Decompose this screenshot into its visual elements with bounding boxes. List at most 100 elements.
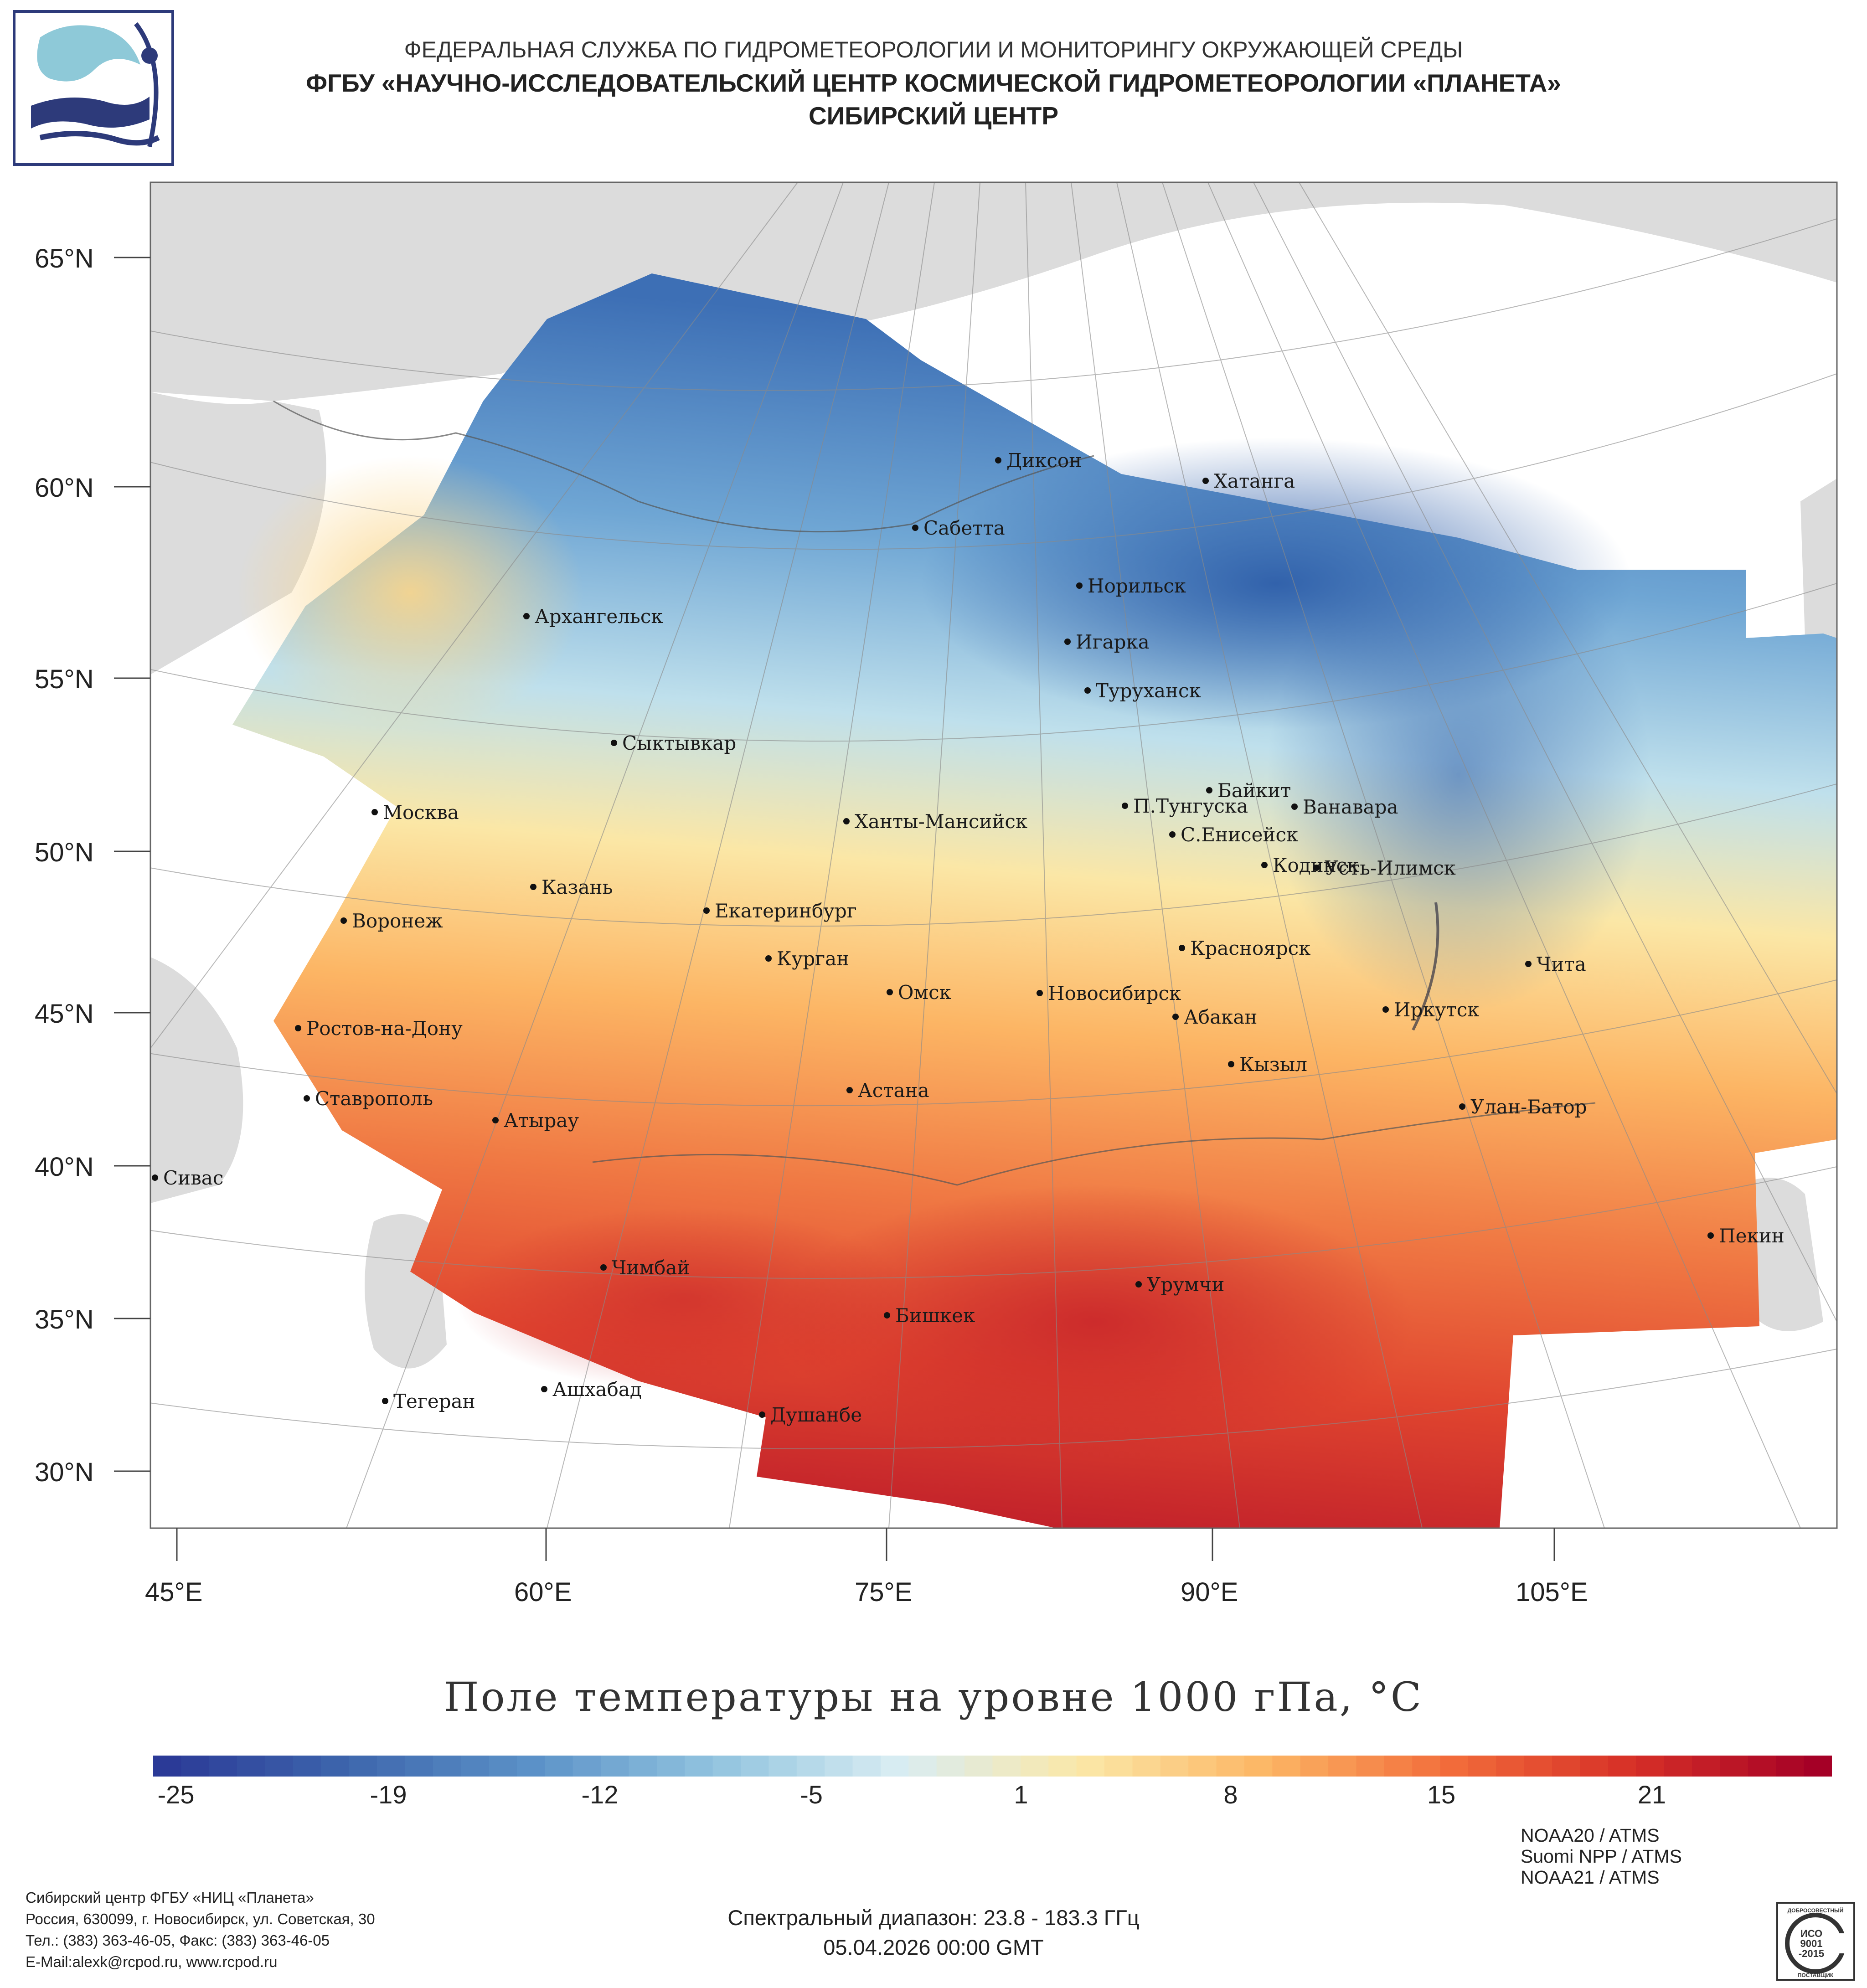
city-dot [541, 1386, 547, 1392]
city-label: Ванавара [1303, 796, 1398, 818]
city-label: Екатеринбург [715, 900, 857, 922]
city-label: Бишкек [895, 1304, 975, 1327]
colorbar-cell [1776, 1756, 1805, 1777]
city-label: Ставрополь [315, 1087, 433, 1110]
colorbar-cell [629, 1756, 657, 1777]
city-label: Байкит [1217, 779, 1291, 802]
city-label: Норильск [1088, 575, 1186, 597]
colorbar-cell [601, 1756, 629, 1777]
satellite-2: Suomi NPP / ATMS [1521, 1846, 1682, 1867]
city-label: Сыктывкар [622, 732, 736, 754]
lon-label-90: 90°E [1181, 1577, 1238, 1607]
city-label: Пекин [1719, 1225, 1784, 1247]
colorbar-cell [461, 1756, 490, 1777]
city-dot [304, 1095, 310, 1102]
city-label: Курган [777, 948, 849, 970]
city-dot [340, 917, 347, 924]
city-dot [1172, 1014, 1179, 1020]
colorbar-tick: -19 [370, 1780, 407, 1809]
product-title: Поле температуры на уровне 1000 гПа, °С [444, 1674, 1423, 1720]
colorbar-tick: 1 [1014, 1780, 1028, 1809]
city-label: Диксон [1006, 449, 1082, 472]
city-markers: Диксон Хатанга Сабетта Норильск Игарка Арханг… [152, 449, 1784, 1426]
city-dot [759, 1411, 765, 1418]
colorbar-cell [741, 1756, 769, 1777]
satellite-1: NOAA20 / ATMS [1521, 1825, 1660, 1846]
svg-text:ДОБРОСОВЕСТНЫЙ: ДОБРОСОВЕСТНЫЙ [1788, 1907, 1844, 1914]
city-label: Москва [383, 801, 459, 824]
colorbar-cell [880, 1756, 909, 1777]
colorbar-cell [1328, 1756, 1357, 1777]
city-label: Астана [858, 1079, 929, 1102]
city-label: Сивас [163, 1167, 223, 1189]
colorbar-cell [293, 1756, 321, 1777]
colorbar-cell [656, 1756, 685, 1777]
header-line-1: ФЕДЕРАЛЬНАЯ СЛУЖБА ПО ГИДРОМЕТЕОРОЛОГИИ … [404, 37, 1463, 62]
colorbar-cell [433, 1756, 461, 1777]
planeta-logo [13, 10, 174, 166]
spectral-range: Спектральный диапазон: 23.8 - 183.3 ГГц [727, 1906, 1140, 1930]
colorbar-cell [1664, 1756, 1692, 1777]
colorbar-cell [1468, 1756, 1496, 1777]
city-dot [912, 525, 918, 531]
svg-text:ИСО: ИСО [1800, 1928, 1822, 1939]
city-label: Казань [542, 876, 613, 898]
lat-label-55: 55°N [35, 664, 94, 694]
colorbar-cell [349, 1756, 377, 1777]
city-dot [1122, 803, 1128, 809]
city-label: С.Енисейск [1181, 824, 1298, 846]
city-dot [1525, 961, 1532, 967]
observation-datetime: 05.04.2026 00:00 GMT [823, 1935, 1044, 1959]
lat-label-30: 30°N [35, 1458, 94, 1487]
city-dot [887, 989, 893, 995]
colorbar-cell [1748, 1756, 1776, 1777]
iso-certificate-stamp: ДОБРОСОВЕСТНЫЙ ИСО 9001 -2015 ПОСТАВЩИК [1776, 1902, 1855, 1981]
city-label: Ашхабад [552, 1378, 642, 1401]
lat-label-35: 35°N [35, 1305, 94, 1334]
colorbar-cell [712, 1756, 741, 1777]
city-dot [1382, 1006, 1389, 1013]
lat-label-40: 40°N [35, 1152, 94, 1182]
colorbar [153, 1756, 1832, 1777]
colorbar-cell [265, 1756, 294, 1777]
colorbar-tick: 15 [1427, 1780, 1456, 1809]
colorbar-cell [1160, 1756, 1189, 1777]
city-dot [611, 740, 617, 746]
city-label: Красноярск [1190, 937, 1310, 959]
lon-label-45: 45°E [145, 1577, 203, 1607]
svg-text:9001: 9001 [1800, 1938, 1823, 1949]
colorbar-cell [1552, 1756, 1581, 1777]
city-dot [1206, 787, 1212, 793]
colorbar-cell [1188, 1756, 1217, 1777]
colorbar-cell [321, 1756, 350, 1777]
map-frame-content [150, 182, 1837, 1528]
city-dot [523, 613, 530, 619]
city-label: Иркутск [1394, 999, 1479, 1021]
city-dot [382, 1398, 388, 1404]
city-dot [152, 1174, 158, 1181]
colorbar-cell [796, 1756, 825, 1777]
colorbar-cell [825, 1756, 853, 1777]
svg-text:-2015: -2015 [1799, 1948, 1824, 1959]
colorbar-tick: -12 [581, 1780, 619, 1809]
city-dot [1707, 1232, 1714, 1239]
colorbar-cell [1580, 1756, 1609, 1777]
city-label: Омск [898, 981, 951, 1004]
colorbar-cell [237, 1756, 266, 1777]
city-label: Хатанга [1214, 470, 1295, 492]
colorbar-cell [1692, 1756, 1721, 1777]
city-label: Игарка [1076, 631, 1150, 653]
city-label: Кызыл [1239, 1053, 1307, 1076]
colorbar-cell [545, 1756, 573, 1777]
city-label: Ханты-Мансийск [855, 810, 1027, 833]
address-line-1: Сибирский центр ФГБУ «НИЦ «Планета» [26, 1889, 314, 1906]
colorbar-cell [572, 1756, 601, 1777]
city-dot [530, 884, 536, 890]
lon-label-60: 60°E [514, 1577, 572, 1607]
colorbar-cell [936, 1756, 965, 1777]
city-dot [1037, 990, 1043, 996]
city-label: Туруханск [1096, 680, 1201, 702]
address-line-3: Тел.: (383) 363-46-05, Факс: (383) 363-4… [26, 1932, 330, 1949]
city-label: Воронеж [352, 910, 443, 932]
colorbar-cell [1216, 1756, 1245, 1777]
